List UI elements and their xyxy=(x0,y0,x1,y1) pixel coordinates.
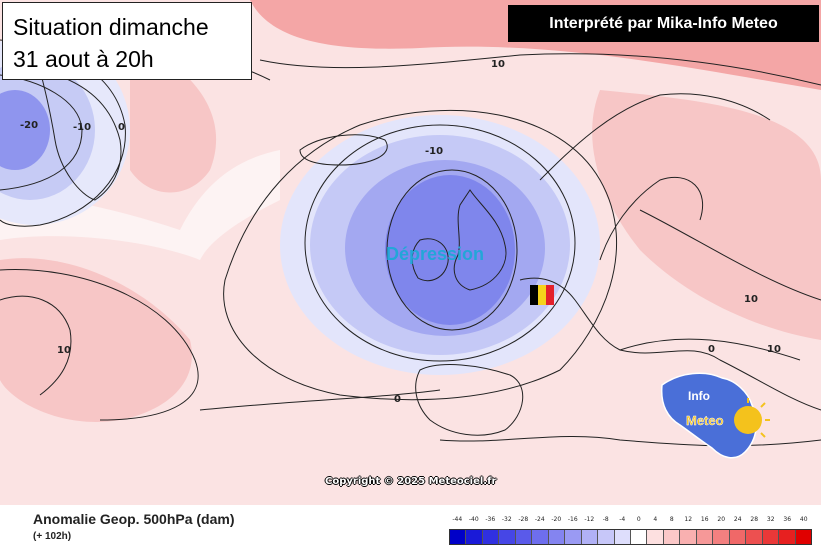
legend-scale-swatch xyxy=(482,530,500,544)
legend-scale-swatch xyxy=(680,530,697,544)
legend-scale-label: -36 xyxy=(485,516,496,523)
contour-minus10 xyxy=(304,124,576,362)
contour-label: 10 xyxy=(491,59,505,70)
legend-scale-label: 8 xyxy=(669,516,674,523)
legend-scale-label: -4 xyxy=(619,516,626,523)
logo-belgium-shape xyxy=(660,372,758,459)
contour-minus20 xyxy=(386,169,518,331)
legend-scale-label: 16 xyxy=(700,516,709,523)
labrador-coast xyxy=(0,295,72,396)
credit-banner: Interprété par Mika-Info Meteo xyxy=(508,5,819,42)
legend-scale-swatch xyxy=(450,530,467,544)
legend-scale-label: 28 xyxy=(750,516,759,523)
iceland-coast xyxy=(299,134,388,166)
contour-west-ten xyxy=(0,269,199,421)
legend-scale-swatch xyxy=(630,530,648,544)
scandinavia-coast xyxy=(539,93,771,261)
legend-scale-swatch xyxy=(762,530,780,544)
legend-scale-swatch xyxy=(795,530,811,544)
legend-scale-label: 40 xyxy=(799,516,808,523)
legend-scale-label: 4 xyxy=(653,516,658,523)
title-box: Situation dimanche 31 aout à 20h xyxy=(2,2,252,80)
legend-scale-swatch xyxy=(532,530,549,544)
legend-scale-label: -28 xyxy=(518,516,529,523)
ireland-coast xyxy=(411,238,449,282)
contour-label: 10 xyxy=(767,344,781,355)
logo-sun-rays xyxy=(747,398,770,438)
legend-subtitle: (+ 102h) xyxy=(33,531,72,542)
flag-stripe-yellow xyxy=(538,285,546,305)
legend-scale-label: -32 xyxy=(501,516,512,523)
legend-scale-swatch xyxy=(499,530,516,544)
legend-scale-swatch xyxy=(696,530,714,544)
contour-south-zero xyxy=(199,389,441,411)
legend-scale-swatch xyxy=(466,530,483,544)
title-line-2: 31 aout à 20h xyxy=(13,46,154,72)
legend-scale-label: -16 xyxy=(567,516,578,523)
depression-label: Dépression xyxy=(386,244,485,264)
legend-scale-label: 36 xyxy=(783,516,792,523)
flag-stripe-red xyxy=(546,285,554,305)
legend-scale-swatch xyxy=(713,530,730,544)
legend-scale-label: 32 xyxy=(766,516,775,523)
legend-scale-swatch xyxy=(779,530,796,544)
contour-label: 10 xyxy=(744,294,758,305)
iberia-coast xyxy=(415,364,524,436)
legend-footer: Anomalie Geop. 500hPa (dam) (+ 102h) -44… xyxy=(0,505,821,547)
weather-map: -20 -10 0 10 -10 10 10 0 0 10 Info Meteo xyxy=(0,0,821,505)
contour-top-ten xyxy=(259,53,821,86)
legend-scale-labels: -44 -40 -36 -32 -28 -24 -20 -16 -12 -8 -4 0 4 8 12 16 20… xyxy=(449,516,812,528)
copyright-text: Copyright © 2025 Meteociel.fr xyxy=(325,476,497,487)
legend-scale-swatch xyxy=(729,530,747,544)
europe-coast xyxy=(519,277,821,411)
legend-scale-swatch xyxy=(598,530,615,544)
contour-greenland-minus10 xyxy=(0,74,83,191)
legend-scale-label: 0 xyxy=(636,516,641,523)
neutral-band xyxy=(0,150,280,260)
positive-anomaly-west xyxy=(0,258,192,422)
low-greenland-core xyxy=(0,90,50,170)
legend-scale-swatch xyxy=(663,530,681,544)
legend-scale-swatch xyxy=(565,530,582,544)
legend-scale-label: -24 xyxy=(534,516,545,523)
legend-scale-label: -8 xyxy=(602,516,609,523)
contour-label: -20 xyxy=(20,120,38,131)
contour-label: -10 xyxy=(73,122,91,133)
legend-scale-label: 24 xyxy=(733,516,742,523)
legend-scale-swatch xyxy=(746,530,763,544)
legend-scale-swatch xyxy=(548,530,566,544)
contour-label: 0 xyxy=(708,344,715,355)
legend-title: Anomalie Geop. 500hPa (dam) xyxy=(33,511,235,527)
contour-zero-main xyxy=(223,109,618,401)
info-meteo-logo: Info Meteo xyxy=(660,372,770,459)
legend-scale-label: 12 xyxy=(684,516,693,523)
legend-scale-label: -12 xyxy=(584,516,595,523)
legend-scale-label: -44 xyxy=(452,516,463,523)
belgium-flag xyxy=(530,285,554,305)
legend-scale-label: -40 xyxy=(468,516,479,523)
legend-scale-swatch xyxy=(614,530,631,544)
contour-label: 0 xyxy=(118,122,125,133)
contour-label: -10 xyxy=(425,146,443,157)
north-africa-coast xyxy=(439,436,821,447)
flag-stripe-black xyxy=(530,285,538,305)
legend-scale-swatch xyxy=(515,530,533,544)
logo-word-meteo: Meteo xyxy=(686,413,724,428)
contour-southeast-zero xyxy=(619,338,801,361)
greenland-coast xyxy=(39,69,122,201)
logo-sun xyxy=(734,406,762,434)
legend-scale-swatch xyxy=(647,530,664,544)
logo-word-info: Info xyxy=(688,389,710,403)
positive-anomaly-east xyxy=(592,90,821,340)
depression-core xyxy=(385,175,515,325)
contour-label: 0 xyxy=(394,394,401,405)
legend-scale-swatch xyxy=(581,530,599,544)
contour-label: 10 xyxy=(57,345,71,356)
contour-east-ten xyxy=(639,209,821,301)
legend-scale-label: -20 xyxy=(551,516,562,523)
legend-scale-label: 20 xyxy=(717,516,726,523)
title-line-1: Situation dimanche xyxy=(13,14,209,40)
legend-color-scale xyxy=(449,529,812,545)
great-britain-coast xyxy=(453,189,507,291)
